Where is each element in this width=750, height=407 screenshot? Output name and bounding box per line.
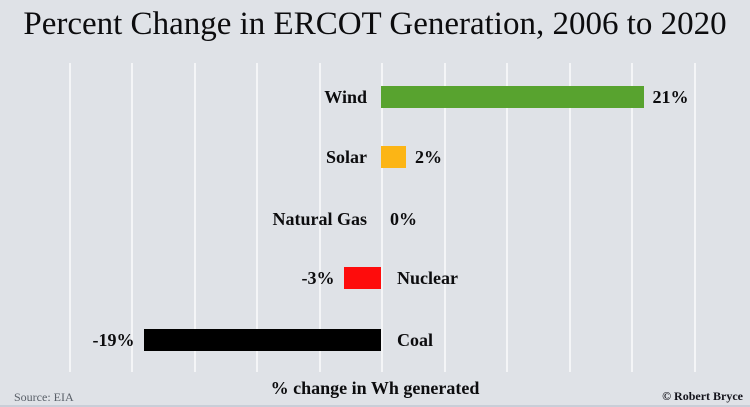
gridline [131, 63, 133, 372]
x-axis-label: % change in Wh generated [270, 378, 480, 398]
category-label-coal: Coal [397, 330, 433, 350]
credit-note: © Robert Bryce [662, 389, 743, 403]
gridline [193, 63, 196, 372]
gridline-zero [381, 63, 383, 372]
value-label-wind: 21% [652, 87, 689, 107]
gridline [631, 63, 633, 372]
gridline [568, 63, 571, 372]
bar-wind [381, 86, 644, 108]
bar-nuclear [343, 267, 381, 289]
value-label-coal: -19% [92, 330, 135, 350]
gridline [318, 63, 321, 372]
source-note: Source: EIA [14, 390, 74, 404]
bar-coal [143, 329, 381, 351]
gridline [68, 63, 71, 372]
category-label-wind: Wind [324, 87, 367, 107]
category-label-solar: Solar [325, 147, 367, 167]
gridline [256, 63, 258, 372]
value-label-nuclear: -3% [301, 268, 335, 288]
bar-solar [381, 146, 406, 168]
chart-title: Percent Change in ERCOT Generation, 2006… [23, 6, 727, 42]
category-label-nuclear: Nuclear [397, 268, 458, 288]
value-label-solar: 2% [415, 147, 442, 167]
gridline [506, 63, 508, 372]
category-label-natural-gas: Natural Gas [272, 209, 368, 229]
gridline [443, 63, 446, 372]
value-label-natural-gas: 0% [390, 209, 417, 229]
gridline [693, 63, 696, 372]
